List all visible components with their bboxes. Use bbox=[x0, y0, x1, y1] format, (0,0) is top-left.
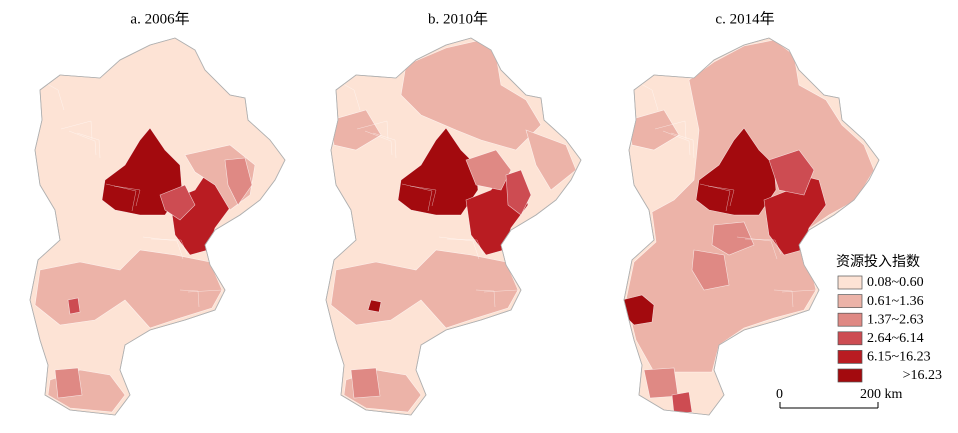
legend-label: 1.37~2.63 bbox=[867, 312, 924, 327]
map-panel: a. 2006年 bbox=[29, 10, 286, 416]
regions bbox=[624, 39, 879, 415]
region bbox=[67, 297, 81, 315]
region bbox=[159, 184, 196, 221]
boundary bbox=[438, 236, 480, 260]
region bbox=[768, 149, 815, 196]
legend-label: >16.23 bbox=[903, 368, 942, 383]
region bbox=[224, 157, 253, 206]
region bbox=[691, 249, 730, 291]
boundary bbox=[670, 132, 695, 159]
boundary bbox=[654, 120, 687, 140]
region bbox=[643, 367, 679, 399]
legend-swatch bbox=[837, 312, 863, 327]
map-panel: c. 2014年 bbox=[623, 10, 880, 416]
region bbox=[350, 367, 381, 399]
panel-title: b. 2010年 bbox=[428, 10, 488, 27]
regions bbox=[330, 39, 581, 413]
region bbox=[465, 149, 512, 191]
boundary bbox=[662, 130, 691, 156]
legend-swatch bbox=[837, 350, 863, 364]
boundary bbox=[699, 183, 731, 212]
panel-title: a. 2006年 bbox=[130, 10, 189, 27]
legend-swatch bbox=[837, 331, 863, 346]
map-panel: b. 2010年 bbox=[325, 10, 582, 416]
scale-label: 200 km bbox=[860, 387, 903, 402]
region bbox=[624, 294, 655, 326]
boundary bbox=[142, 236, 184, 260]
boundary bbox=[76, 132, 101, 159]
legend-label: 6.15~16.23 bbox=[867, 350, 931, 365]
legend-label: 2.64~6.14 bbox=[867, 331, 924, 346]
boundary bbox=[356, 120, 389, 140]
boundary bbox=[113, 185, 141, 207]
legend-swatch bbox=[837, 275, 863, 290]
region-outline bbox=[623, 37, 880, 416]
region bbox=[525, 129, 577, 191]
legend-title: 资源投入指数 bbox=[836, 254, 920, 270]
boundary bbox=[401, 183, 433, 212]
boundary bbox=[179, 289, 200, 308]
region bbox=[711, 221, 755, 256]
legend-label: 0.61~1.36 bbox=[867, 294, 924, 309]
scale-label: 0 bbox=[776, 387, 783, 402]
region-outline bbox=[29, 37, 286, 416]
region bbox=[101, 127, 183, 216]
boundary bbox=[773, 289, 794, 308]
region bbox=[367, 299, 382, 313]
boundary bbox=[105, 183, 137, 212]
regions bbox=[34, 79, 285, 413]
boundary bbox=[409, 185, 437, 207]
panel-title: c. 2014年 bbox=[715, 10, 774, 27]
legend-swatch bbox=[837, 294, 863, 308]
boundary bbox=[60, 120, 93, 140]
boundary bbox=[736, 236, 778, 260]
region-outline bbox=[325, 37, 582, 416]
boundary bbox=[372, 132, 397, 159]
boundary bbox=[68, 130, 97, 156]
boundary bbox=[364, 130, 393, 156]
legend-swatch bbox=[837, 368, 863, 383]
region bbox=[54, 367, 83, 399]
region bbox=[34, 249, 223, 329]
region bbox=[505, 169, 532, 216]
region bbox=[671, 391, 693, 415]
legend-label: 0.08~0.60 bbox=[867, 275, 924, 290]
boundary bbox=[475, 289, 496, 308]
boundary bbox=[707, 185, 735, 207]
